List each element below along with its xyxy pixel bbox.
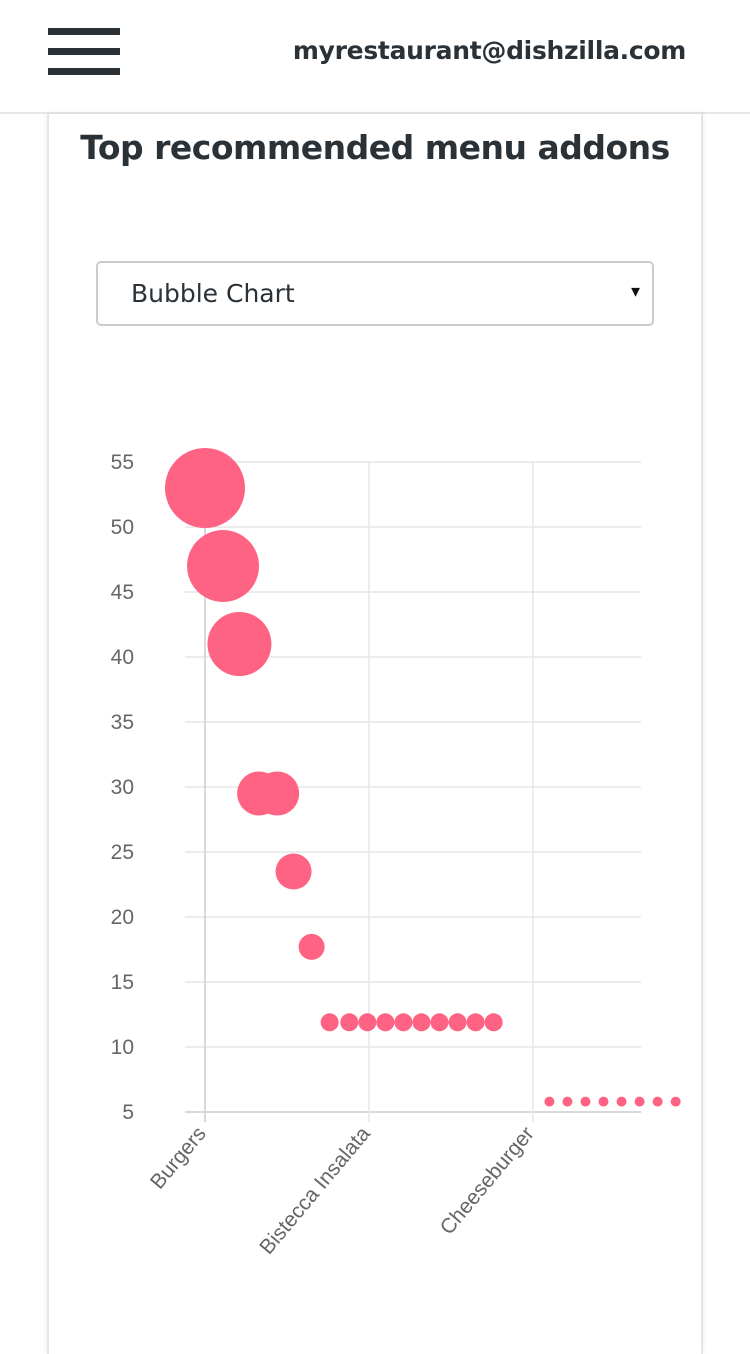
- bubble-point: [187, 530, 260, 602]
- bubble-point: [255, 771, 300, 816]
- bubble-point: [358, 1013, 377, 1032]
- hamburger-line: [48, 68, 120, 75]
- bubble-point: [466, 1013, 485, 1032]
- chart-type-select[interactable]: Bubble Chart ▾: [96, 261, 654, 326]
- x-tick-label: Cheeseburger: [436, 1122, 539, 1239]
- x-tick-label: Bistecca Insalata: [255, 1122, 375, 1259]
- x-tick-label: Burgers: [146, 1122, 211, 1193]
- y-tick-label: 15: [111, 971, 134, 994]
- y-tick-label: 50: [111, 516, 134, 539]
- bubble-point: [634, 1096, 645, 1107]
- bubble-point: [580, 1096, 591, 1107]
- bubble-point: [616, 1096, 627, 1107]
- y-tick-label: 35: [111, 711, 134, 734]
- account-email[interactable]: myrestaurant@dishzilla.com: [292, 36, 686, 65]
- bubble-point: [320, 1013, 339, 1032]
- bubble-point: [394, 1013, 413, 1032]
- bubble-point: [340, 1013, 359, 1032]
- bubble-point: [165, 448, 245, 528]
- bubble-point: [484, 1013, 503, 1032]
- hamburger-line: [48, 48, 120, 55]
- y-tick-label: 40: [111, 646, 134, 669]
- bubble-point: [544, 1096, 555, 1107]
- y-tick-label: 5: [122, 1101, 134, 1124]
- bubble-point: [670, 1096, 681, 1107]
- y-tick-label: 55: [111, 451, 134, 474]
- card-title: Top recommended menu addons: [80, 128, 670, 167]
- y-tick-label: 20: [111, 906, 134, 929]
- bubble-point: [448, 1013, 467, 1032]
- y-tick-label: 25: [111, 841, 134, 864]
- hamburger-menu-icon[interactable]: [48, 28, 120, 76]
- bubble-point: [376, 1013, 395, 1032]
- bubble-point: [298, 933, 325, 960]
- chart-type-selected-value: Bubble Chart: [131, 279, 295, 308]
- y-tick-label: 30: [111, 776, 134, 799]
- y-tick-label: 10: [111, 1036, 134, 1059]
- bubble-point: [562, 1096, 573, 1107]
- hamburger-line: [48, 28, 120, 35]
- bubble-point: [207, 612, 272, 676]
- dropdown-arrow-icon: ▾: [630, 281, 640, 301]
- bubble-point: [430, 1013, 449, 1032]
- bubble-point: [598, 1096, 609, 1107]
- bubble-point: [652, 1096, 663, 1107]
- bubble-point: [412, 1013, 431, 1032]
- y-tick-label: 45: [111, 581, 134, 604]
- top-navigation-bar: myrestaurant@dishzilla.com: [0, 0, 750, 114]
- bubble-point: [275, 853, 312, 890]
